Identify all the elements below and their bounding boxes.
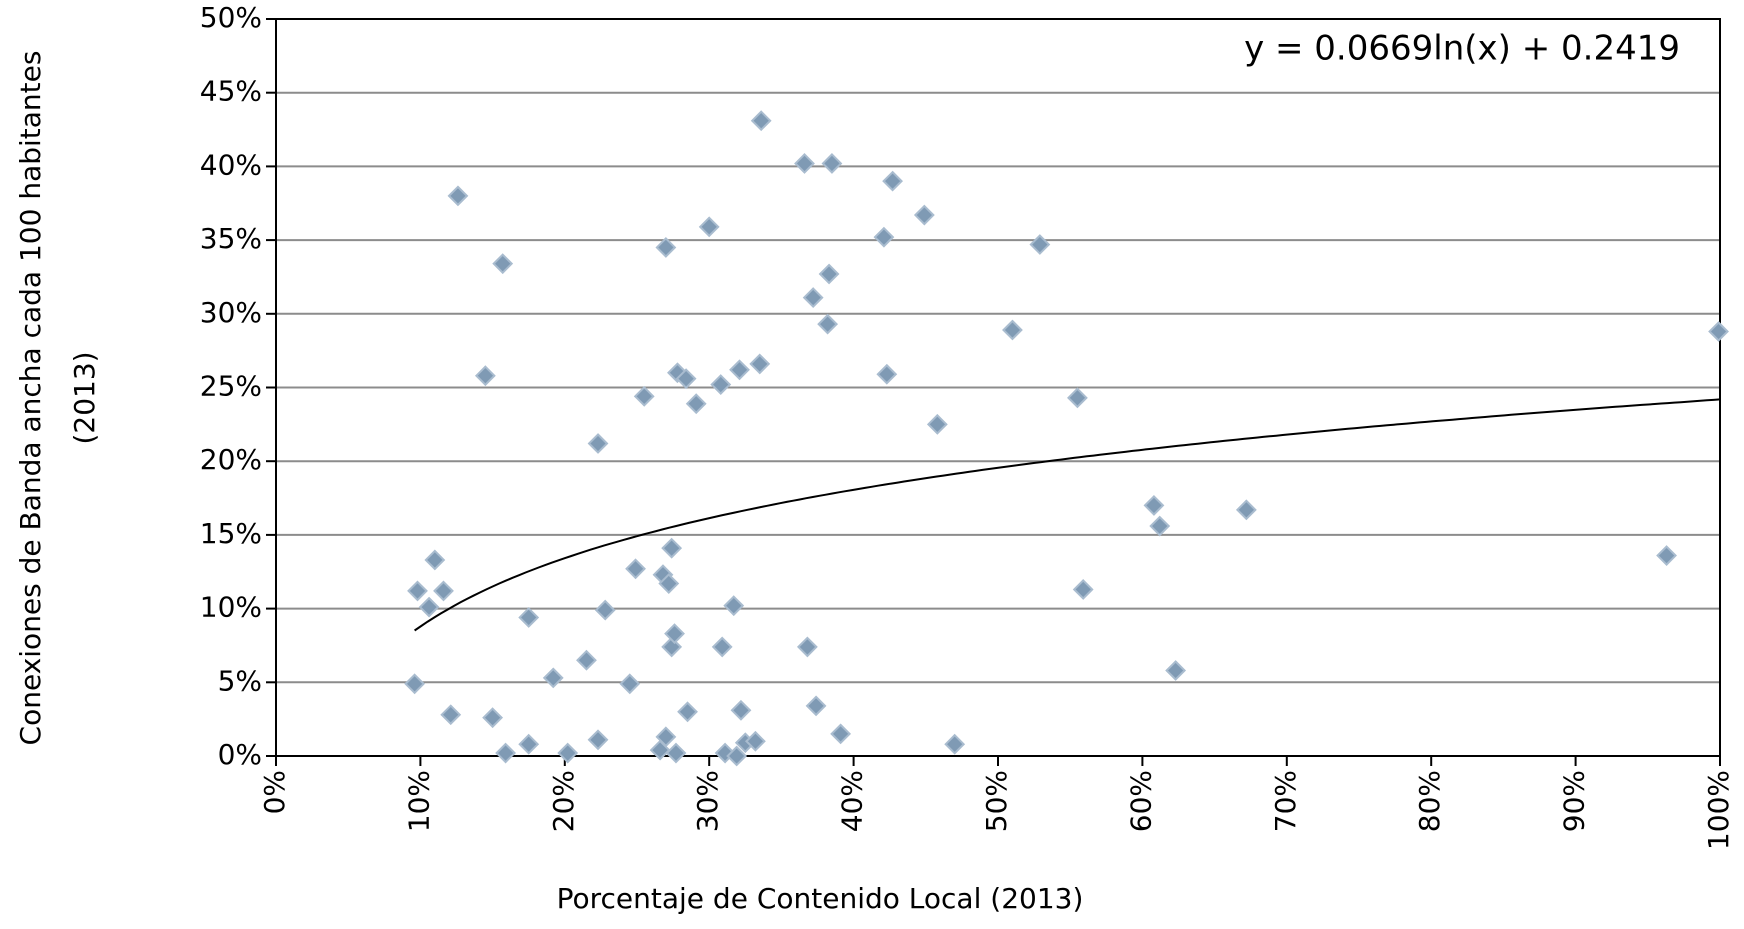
scatter-point (1072, 579, 1094, 600)
y-axis-label: (2013) (68, 351, 101, 444)
y-tick-label: 30% (200, 296, 262, 329)
scatter-point (1656, 545, 1677, 566)
y-tick-label: 25% (200, 370, 262, 403)
scatter-point (805, 695, 827, 717)
scatter-point (817, 313, 839, 335)
scatter-point (818, 263, 840, 285)
y-tick-label: 15% (200, 517, 262, 550)
scatter-point (876, 363, 898, 385)
scatter-point (711, 636, 733, 658)
scatter-point (518, 607, 540, 628)
y-tick-label: 10% (200, 591, 262, 624)
scatter-point (492, 253, 514, 275)
x-axis-label: Porcentaje de Contenido Local (2013) (557, 882, 1084, 915)
scatter-point (1029, 234, 1051, 255)
scatter-point (698, 216, 720, 238)
scatter-point (518, 733, 540, 755)
scatter-point (424, 549, 446, 571)
scatter-point (633, 385, 655, 407)
scatter-point (873, 226, 895, 248)
y-tick-label: 40% (200, 148, 262, 181)
scatter-point (482, 707, 504, 729)
scatter-point (495, 742, 517, 764)
scatter-point (474, 365, 496, 387)
scatter-point (796, 636, 818, 658)
scatter-point (821, 153, 843, 174)
scatter-point (675, 368, 697, 390)
y-tick-label: 0% (218, 738, 262, 771)
y-tick-label: 5% (218, 664, 262, 697)
scatter-point (749, 353, 771, 375)
scatter-point (433, 580, 454, 602)
scatter-point (407, 580, 428, 602)
scatter-point (729, 359, 750, 381)
x-tick-label: 10% (402, 770, 435, 832)
scatter-point (1235, 499, 1257, 521)
x-tick-label: 100% (1702, 770, 1735, 850)
x-tick-label: 60% (1124, 770, 1157, 832)
scatter-point (619, 673, 641, 695)
scatter-point (418, 596, 440, 618)
scatter-point (542, 667, 564, 689)
scatter-point (440, 704, 462, 726)
scatter-point (447, 185, 469, 207)
scatter-point (926, 413, 948, 435)
x-tick-label: 20% (547, 770, 580, 832)
x-tick-label: 30% (691, 770, 724, 832)
scatter-point (576, 649, 597, 671)
scatter-point (655, 726, 677, 748)
scatter-point (677, 701, 698, 723)
scatter-point (1002, 319, 1023, 341)
scatter-point (944, 733, 966, 755)
scatter-point (723, 595, 745, 617)
scatter-point (594, 599, 616, 621)
x-tick-label: 0% (258, 770, 291, 814)
scatter-point (1708, 321, 1729, 342)
scatter-point (882, 170, 904, 192)
y-tick-label: 50% (200, 1, 262, 34)
scatter-point (1149, 515, 1171, 537)
scatter-point (587, 433, 609, 454)
scatter-point (664, 623, 685, 645)
y-axis-label: Conexiones de Banda ancha cada 100 habit… (14, 51, 47, 746)
scatter-point (913, 204, 935, 226)
scatter-point (726, 745, 748, 767)
scatter-point (794, 153, 815, 174)
scatter-point (730, 699, 752, 721)
trendline (414, 398, 1721, 632)
x-tick-label: 70% (1269, 770, 1302, 832)
scatter-point (710, 374, 732, 395)
trendline-equation: y = 0.0669ln(x) + 0.2419 (1244, 29, 1680, 69)
scatter-point (750, 110, 772, 132)
scatter-point (665, 742, 687, 764)
plot-frame (275, 18, 1721, 757)
scatter-point (557, 742, 579, 764)
scatter-point (404, 673, 426, 695)
x-tick-label: 90% (1558, 770, 1591, 832)
scatter-point (685, 393, 707, 415)
scatter-point (658, 573, 680, 594)
scatter-point (1165, 660, 1187, 681)
scatter-point (587, 729, 609, 751)
scatter-point (625, 558, 646, 580)
scatter-point (661, 537, 683, 559)
x-tick-label: 50% (980, 770, 1013, 832)
y-tick-label: 35% (200, 222, 262, 255)
x-tick-label: 80% (1413, 770, 1446, 832)
x-tick-label: 40% (836, 770, 869, 832)
scatter-point (1143, 495, 1165, 516)
scatter-point (1067, 387, 1088, 409)
scatter-point (830, 723, 852, 745)
y-tick-label: 45% (200, 75, 262, 108)
scatter-point (802, 287, 824, 309)
scatter-point (744, 730, 766, 752)
scatter-point (655, 237, 677, 258)
y-tick-label: 20% (200, 443, 262, 476)
